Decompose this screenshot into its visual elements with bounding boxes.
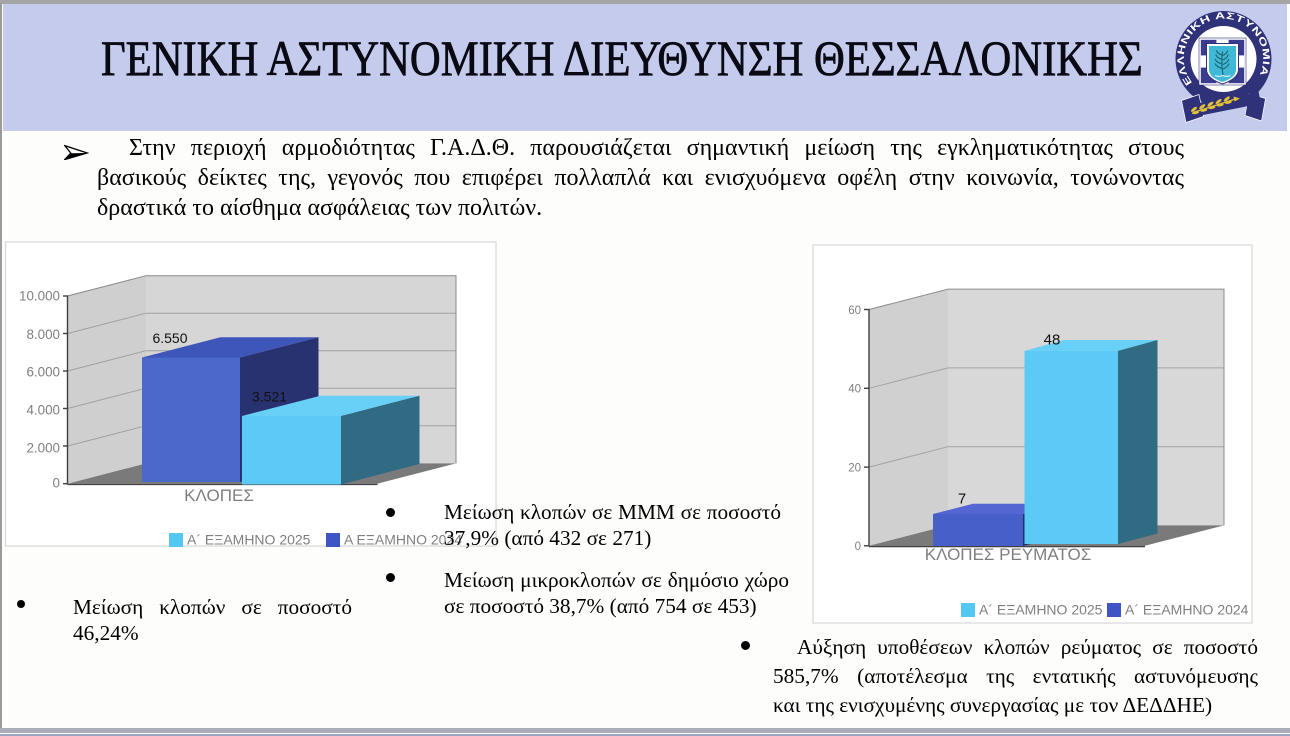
- svg-text:10.000: 10.000: [19, 289, 60, 304]
- svg-text:6.000: 6.000: [26, 365, 60, 380]
- svg-text:Α ΕΞΑΜΗΝΟ 2024: Α ΕΞΑΜΗΝΟ 2024: [344, 532, 462, 548]
- svg-text:ΚΛΟΠΕΣ ΡΕΥΜΑΤΟΣ: ΚΛΟΠΕΣ ΡΕΥΜΑΤΟΣ: [925, 545, 1091, 564]
- svg-text:ΚΛΟΠΕΣ: ΚΛΟΠΕΣ: [184, 486, 254, 505]
- svg-text:0: 0: [53, 476, 60, 491]
- svg-text:8.000: 8.000: [26, 327, 60, 342]
- svg-text:4.000: 4.000: [26, 402, 60, 417]
- svg-text:7: 7: [958, 491, 966, 508]
- svg-text:Α´ ΕΞΑΜΗΝΟ 2025: Α´ ΕΞΑΜΗΝΟ 2025: [979, 602, 1103, 618]
- svg-text:6.550: 6.550: [152, 330, 187, 346]
- svg-text:40: 40: [848, 384, 861, 396]
- svg-text:48: 48: [1044, 332, 1061, 349]
- svg-text:20: 20: [848, 462, 861, 474]
- svg-text:0: 0: [855, 541, 861, 553]
- svg-text:60: 60: [848, 305, 861, 317]
- svg-text:Α´ ΕΞΑΜΗΝΟ 2024: Α´ ΕΞΑΜΗΝΟ 2024: [1125, 602, 1249, 618]
- svg-text:2.000: 2.000: [26, 441, 60, 456]
- svg-text:Α´ ΕΞΑΜΗΝΟ 2025: Α´ ΕΞΑΜΗΝΟ 2025: [187, 532, 311, 548]
- svg-text:3.521: 3.521: [252, 389, 287, 405]
